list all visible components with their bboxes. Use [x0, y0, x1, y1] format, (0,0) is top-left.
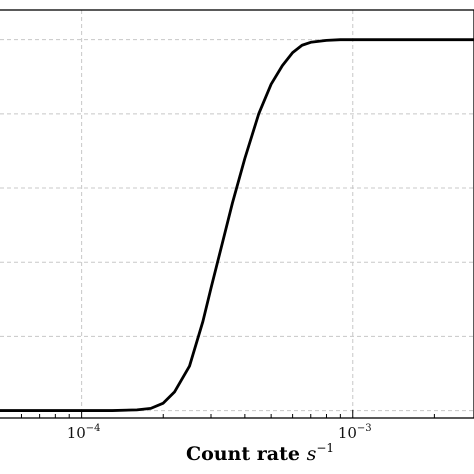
x-tick-label-0: 10−4: [67, 423, 101, 442]
grid-lines: [0, 10, 474, 418]
x-tick-label-1: 10−3: [338, 423, 372, 442]
plot-frame: [0, 10, 474, 418]
x-axis-tick-labels: 10−4 10−3: [67, 423, 372, 442]
x-axis-label: Count rate s−1: [186, 441, 334, 465]
series-line: [0, 40, 474, 411]
